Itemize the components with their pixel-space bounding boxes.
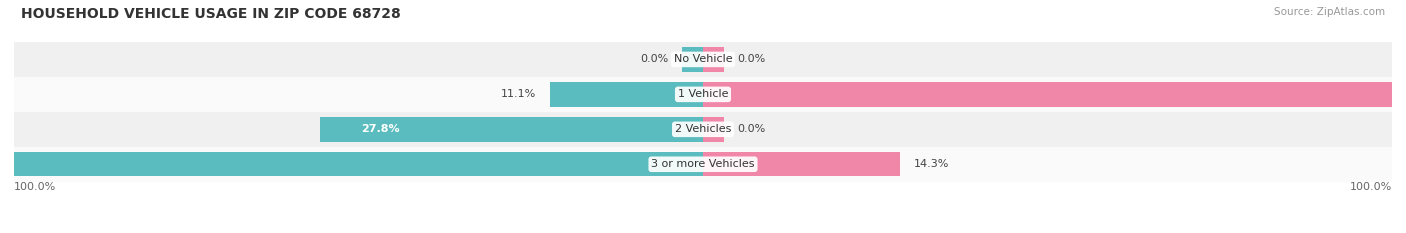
Bar [703,82,1406,107]
Text: 100.0%: 100.0% [1350,182,1392,192]
Text: 0.0%: 0.0% [738,55,766,64]
Text: 0.0%: 0.0% [738,124,766,134]
Bar [703,47,724,72]
Text: 27.8%: 27.8% [361,124,399,134]
Text: 14.3%: 14.3% [914,159,949,169]
Bar [682,47,703,72]
Text: 1 Vehicle: 1 Vehicle [678,89,728,99]
Bar [703,152,900,177]
Text: Source: ZipAtlas.com: Source: ZipAtlas.com [1274,7,1385,17]
Text: 11.1%: 11.1% [501,89,536,99]
Bar [703,117,724,142]
Text: 0.0%: 0.0% [640,55,669,64]
Text: 3 or more Vehicles: 3 or more Vehicles [651,159,755,169]
Bar [14,77,1392,112]
Bar [14,147,1392,182]
Bar [14,42,1392,77]
Bar [14,112,1392,147]
Bar [0,152,703,177]
Text: No Vehicle: No Vehicle [673,55,733,64]
Bar [550,82,703,107]
Bar [321,117,703,142]
Text: 2 Vehicles: 2 Vehicles [675,124,731,134]
Text: HOUSEHOLD VEHICLE USAGE IN ZIP CODE 68728: HOUSEHOLD VEHICLE USAGE IN ZIP CODE 6872… [21,7,401,21]
Text: 100.0%: 100.0% [14,182,56,192]
